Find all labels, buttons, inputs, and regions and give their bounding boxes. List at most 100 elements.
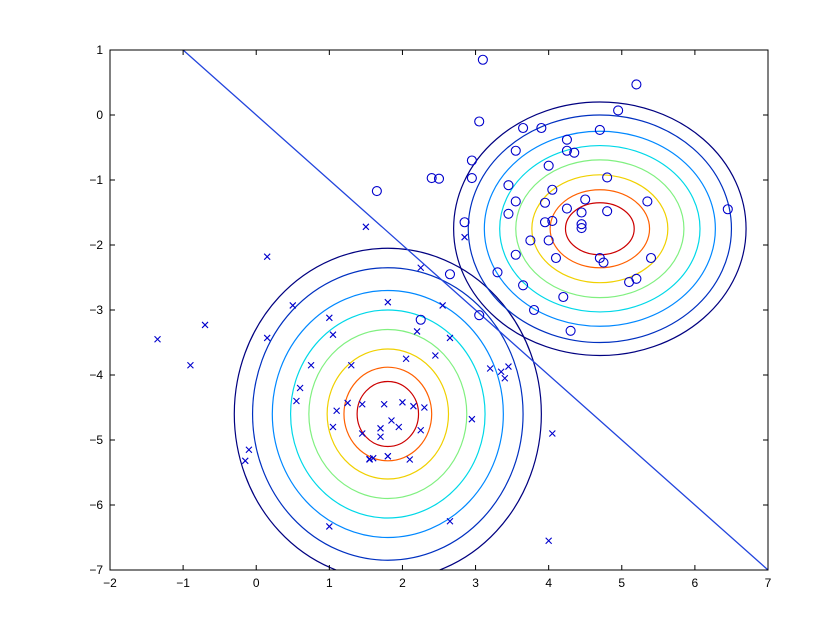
contour-ellipse xyxy=(483,130,716,327)
point-cross xyxy=(399,398,406,406)
point-circle xyxy=(426,173,437,184)
point-circle xyxy=(444,269,456,280)
point-cross xyxy=(366,455,373,463)
y-tick-label: −1 xyxy=(89,173,103,187)
point-circle xyxy=(371,186,382,197)
point-cross xyxy=(293,397,300,405)
point-cross xyxy=(329,423,337,431)
point-circle xyxy=(518,122,529,134)
point-cross xyxy=(296,384,304,392)
point-cross xyxy=(548,430,556,437)
point-cross xyxy=(325,314,333,322)
point-circle xyxy=(528,304,540,316)
point-cross xyxy=(406,456,414,463)
point-circle xyxy=(415,314,426,325)
point-cross xyxy=(325,523,333,530)
y-tick-label: 0 xyxy=(96,108,103,122)
point-circle xyxy=(569,147,580,158)
x-tick-label: 3 xyxy=(472,576,479,590)
point-cross xyxy=(329,331,337,339)
point-circle xyxy=(631,79,642,90)
x-tick-label: 7 xyxy=(765,576,772,590)
point-cross xyxy=(377,433,384,441)
contour-ellipse xyxy=(564,202,635,256)
contour-ellipse xyxy=(515,159,685,299)
contour-lines xyxy=(233,101,747,570)
point-circle xyxy=(561,203,572,214)
point-circle xyxy=(550,252,562,264)
point-circle xyxy=(576,207,587,218)
point-cross xyxy=(402,355,410,363)
y-tick-label: −7 xyxy=(89,563,103,577)
point-cross xyxy=(446,334,454,342)
contour-ellipse xyxy=(549,189,651,269)
point-circle xyxy=(503,208,514,219)
point-circle xyxy=(558,291,569,303)
decision-boundary xyxy=(182,50,768,570)
point-cross xyxy=(461,233,468,241)
contour-ellipse xyxy=(356,380,420,448)
point-cross xyxy=(344,399,351,407)
point-cross xyxy=(501,374,509,382)
contour-ellipse xyxy=(467,114,733,344)
point-circle xyxy=(543,160,554,171)
point-cross xyxy=(410,402,417,410)
point-cross xyxy=(497,368,505,376)
point-cross xyxy=(431,352,439,359)
point-cross xyxy=(187,361,194,369)
point-cross xyxy=(245,446,253,454)
point-circle xyxy=(466,173,477,184)
point-cross xyxy=(358,430,366,437)
x-tick-label: 2 xyxy=(399,576,406,590)
point-circle xyxy=(543,235,554,246)
y-tick-label: −5 xyxy=(89,433,103,447)
point-circle xyxy=(561,134,572,145)
y-tick-label: 1 xyxy=(96,43,103,57)
point-circle xyxy=(518,280,529,291)
point-circle xyxy=(642,196,653,207)
point-cross xyxy=(417,426,425,434)
plot-area xyxy=(109,49,769,571)
point-cross xyxy=(439,302,447,309)
point-cross xyxy=(307,361,315,369)
point-cross xyxy=(263,334,271,342)
point-cross xyxy=(333,407,341,415)
y-tick-label: −3 xyxy=(89,303,103,317)
point-cross xyxy=(468,415,476,423)
point-circle xyxy=(466,155,477,166)
point-cross xyxy=(420,404,428,411)
contour-ellipse xyxy=(308,328,468,500)
point-circle xyxy=(492,267,503,278)
axis-ticks: −2 −1 0 1 2 3 4 5 6 7 1 0 −1 −2 −3 −4 −5 −6 −7 xyxy=(89,43,771,590)
point-circle xyxy=(576,219,587,230)
point-circle xyxy=(539,217,551,228)
point-circle xyxy=(547,184,558,195)
x-tick-label: 1 xyxy=(326,576,333,590)
point-cross xyxy=(380,400,388,408)
point-cross xyxy=(384,298,392,306)
point-cross xyxy=(358,400,366,408)
point-cross xyxy=(505,363,512,370)
contour-ellipse xyxy=(343,366,433,462)
point-cross xyxy=(395,423,403,431)
point-circle xyxy=(474,116,485,127)
point-circle xyxy=(602,172,613,183)
x-tick-label: 0 xyxy=(253,576,260,590)
y-tick-label: −4 xyxy=(89,368,103,382)
point-circle xyxy=(722,204,733,215)
point-circle xyxy=(580,194,591,205)
contour-ellipse xyxy=(326,348,450,480)
point-cross xyxy=(486,365,494,372)
point-circle xyxy=(598,257,609,268)
y-tick-label: −2 xyxy=(89,238,103,252)
x-tick-label: −1 xyxy=(176,576,190,590)
contour-ellipse xyxy=(233,247,542,570)
point-circle xyxy=(459,217,470,228)
point-circle xyxy=(536,122,547,134)
contour-ellipse xyxy=(289,309,486,519)
point-cross xyxy=(289,302,297,309)
point-circle xyxy=(613,105,624,116)
point-circle xyxy=(539,197,551,208)
point-circle xyxy=(576,223,587,234)
